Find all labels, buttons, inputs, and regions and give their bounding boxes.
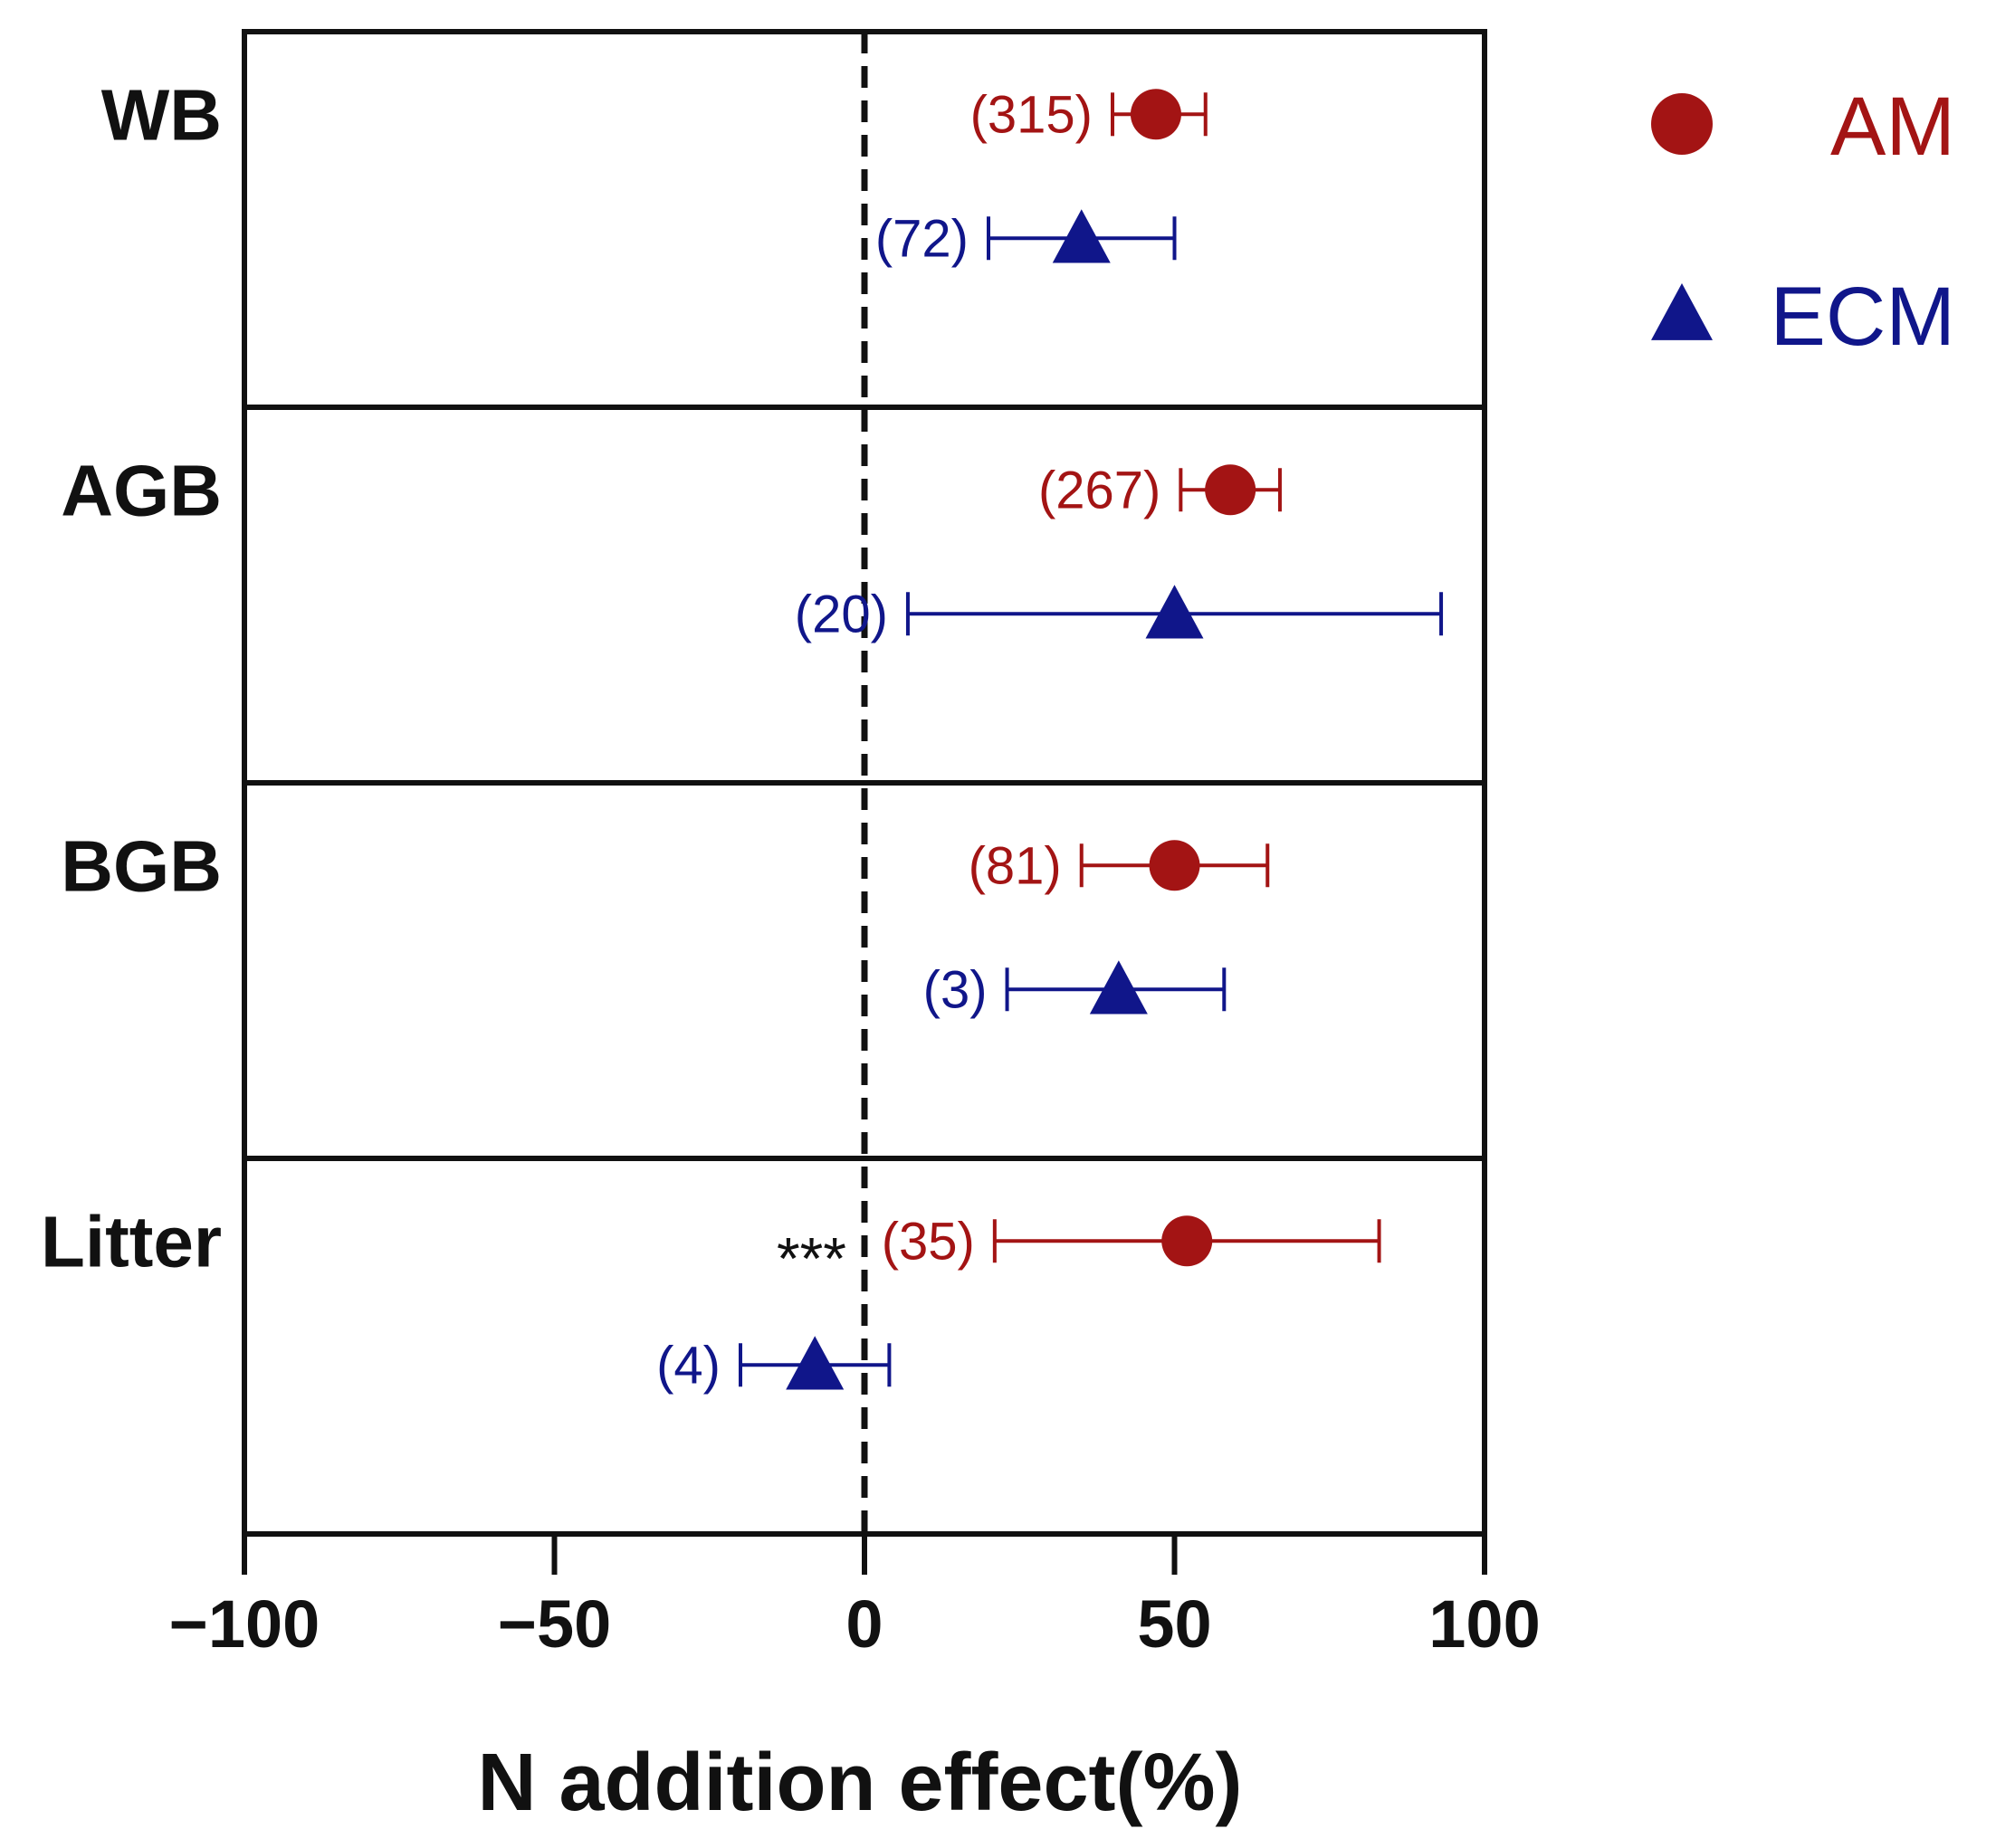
sample-size-label-am: (267) [1038, 461, 1160, 519]
ecm-point [1052, 209, 1111, 263]
sample-size-label-ecm: (20) [795, 585, 888, 643]
x-tick-label: −50 [498, 1586, 612, 1662]
sample-size-label-am: (315) [970, 85, 1093, 144]
ecm-point [1089, 960, 1148, 1014]
legend-label-am: AM [1830, 81, 1955, 173]
ecm-point [1145, 585, 1204, 639]
x-tick-label: 100 [1428, 1586, 1540, 1662]
am-point [1130, 89, 1181, 140]
legend-label-ecm: ECM [1771, 271, 1955, 363]
am-point [1149, 840, 1200, 891]
legend-triangle-icon [1651, 283, 1713, 340]
x-axis-title: N addition effect(%) [478, 1738, 1243, 1828]
sample-size-label-ecm: (4) [656, 1336, 721, 1395]
significance-marker: *** [777, 1224, 846, 1291]
row-label-bgb: BGB [61, 825, 222, 906]
row-label-agb: AGB [61, 450, 222, 530]
x-tick-label: −100 [169, 1586, 320, 1662]
sample-size-label-ecm: (72) [875, 209, 969, 268]
x-tick-label: 0 [845, 1586, 883, 1662]
sample-size-label-ecm: (3) [923, 960, 988, 1019]
row-label-litter: Litter [41, 1201, 222, 1281]
legend-circle-icon [1651, 93, 1713, 155]
am-point [1161, 1215, 1213, 1267]
sample-size-label-am: (35) [882, 1212, 975, 1271]
row-label-wb: WB [101, 74, 222, 155]
sample-size-label-am: (81) [969, 836, 1062, 895]
am-point [1205, 464, 1256, 516]
ecm-point [786, 1336, 845, 1390]
x-tick-label: 50 [1137, 1586, 1211, 1662]
